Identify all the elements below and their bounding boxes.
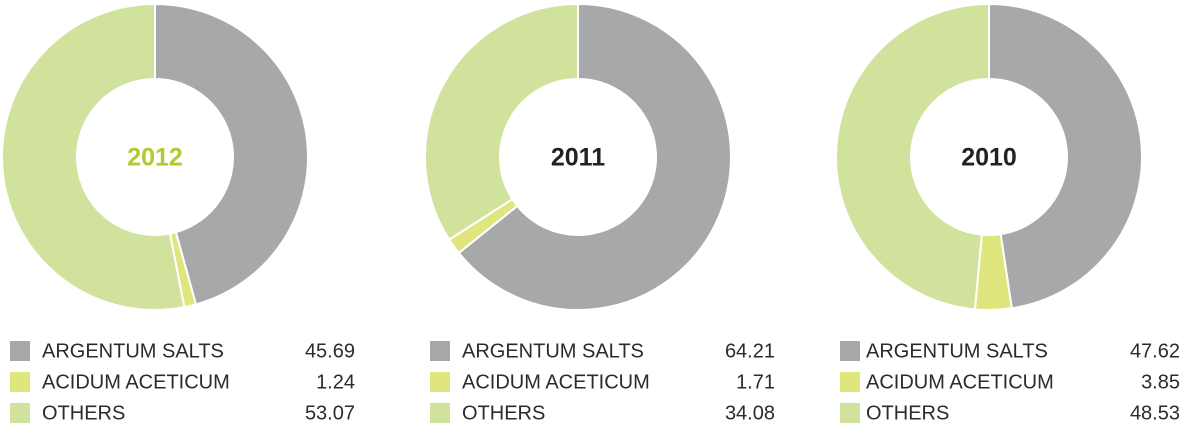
donut-segment (154, 2, 309, 306)
legend-label: ARGENTUM SALTS (42, 340, 224, 362)
legend-swatch (430, 403, 450, 423)
legend-value: 53.07 (305, 402, 355, 424)
donut-segment (457, 2, 732, 311)
legend-label: ACIDUM ACETICUM (866, 371, 1054, 393)
donut-segment (988, 2, 1143, 310)
chart-title: 2011 (551, 144, 605, 172)
legend-label: OTHERS (42, 402, 125, 424)
legend-label: OTHERS (866, 402, 949, 424)
legend-value: 48.53 (1130, 402, 1180, 424)
legend-swatch (840, 341, 860, 361)
legend-value: 34.08 (725, 402, 775, 424)
legend-value: 64.21 (725, 340, 775, 362)
donut-segment (1, 2, 186, 311)
legend-label: ACIDUM ACETICUM (462, 371, 650, 393)
chart-title: 2010 (961, 144, 1017, 172)
legend-swatch (430, 372, 450, 392)
legend-label: ARGENTUM SALTS (462, 340, 644, 362)
legend-value: 1.71 (736, 371, 775, 393)
donut-segment (835, 2, 990, 311)
chart-title: 2012 (127, 144, 183, 172)
legend-label: ACIDUM ACETICUM (42, 371, 230, 393)
legend-swatch (10, 403, 30, 423)
legend-swatch (10, 341, 30, 361)
legend-label: OTHERS (462, 402, 545, 424)
legend-label: ARGENTUM SALTS (866, 340, 1048, 362)
legend-value: 45.69 (305, 340, 355, 362)
legend-swatch (840, 372, 860, 392)
legend-swatch (10, 372, 30, 392)
legend-swatch (430, 341, 450, 361)
legend-swatch (840, 403, 860, 423)
legend-value: 1.24 (316, 371, 355, 393)
legend-value: 47.62 (1130, 340, 1180, 362)
legend-value: 3.85 (1141, 371, 1180, 393)
donut-segment (424, 2, 579, 242)
